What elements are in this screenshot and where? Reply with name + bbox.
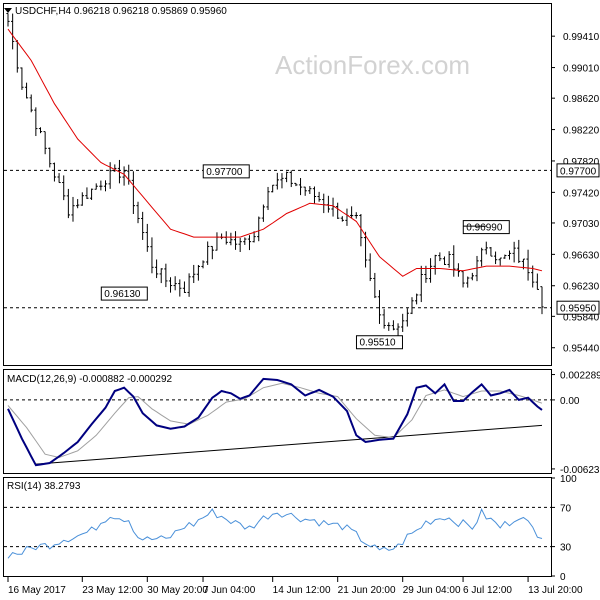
rsi-tick-label: 30	[560, 543, 572, 554]
time-tick-label: 30 May 20:00	[147, 585, 208, 596]
macd-panel-frame	[3, 369, 552, 474]
price-tick-label: 0.95840	[563, 312, 600, 323]
time-axis: 16 May 2017 23 May 12:00 30 May 20:007 Jun…	[7, 577, 583, 596]
price-candles	[6, 13, 544, 337]
price-guides	[4, 169, 551, 309]
price-tick-label: 0.99410	[563, 32, 600, 43]
price-tag-box	[556, 300, 600, 315]
price-tick-label: 0.97030	[563, 219, 600, 230]
annotation-text: 0.96990	[466, 223, 503, 234]
annotation-text: 0.96130	[104, 289, 141, 300]
price-tag-box	[556, 163, 600, 178]
annotation-text: 0.95510	[359, 338, 396, 349]
time-tick-label: 13 Jul 20:00	[528, 585, 583, 596]
time-tick-label: 7 Jun 04:00	[203, 585, 256, 596]
rsi-header: RSI(14) 38.2793	[7, 481, 81, 492]
macd-tick-label: 0.00	[560, 396, 580, 407]
time-tick-label: 21 Jun 20:00	[338, 585, 396, 596]
price-annotation-label: 0.97700	[202, 164, 250, 179]
price-tick-label: 0.96230	[563, 282, 600, 293]
price-tick-label: 0.97820	[563, 157, 600, 168]
rsi-tick-label: 70	[560, 503, 572, 514]
time-tick-label: 23 May 12:00	[82, 585, 143, 596]
annotation-box	[355, 335, 403, 350]
price-annotation-label: 0.95510	[355, 335, 403, 350]
rsi-axis: 100 70 30 0	[551, 474, 577, 583]
time-tick-label: 29 Jun 04:00	[403, 585, 461, 596]
price-tag-text: 0.95950	[560, 304, 597, 315]
macd-tick-label: 0.002289	[560, 371, 600, 382]
price-tick-label: 0.99010	[563, 64, 600, 75]
macd-trendline	[35, 424, 543, 465]
time-tick-label: 14 Jun 12:00	[273, 585, 331, 596]
time-tick-label: 16 May 2017	[8, 585, 66, 596]
price-level-tag: 0.95950	[556, 300, 600, 315]
rsi-tick-label: 0	[560, 572, 566, 583]
price-tick-label: 0.96630	[563, 250, 600, 261]
macd-signal-line	[7, 382, 543, 459]
time-tick-label: 6 Jul 12:00	[463, 585, 512, 596]
price-tick-label: 0.98220	[563, 126, 600, 137]
rsi-line	[7, 508, 543, 559]
price-level-tag: 0.97700	[556, 163, 600, 178]
price-header: USDCHF,H4 0.96218 0.96218 0.95869 0.9596…	[15, 6, 227, 17]
rsi-indicator	[4, 506, 551, 559]
rsi-panel-frame	[3, 477, 552, 577]
annotation-box	[100, 286, 148, 301]
annotation-box	[202, 164, 250, 179]
moving-average-line	[7, 28, 543, 277]
price-axis: 0.99410 0.99010 0.98620 0.98220 0.97820 0.974…	[551, 32, 600, 355]
annotation-text: 0.97700	[206, 167, 243, 178]
price-tag-text: 0.97700	[560, 166, 597, 177]
price-tick-label: 0.97420	[563, 188, 600, 199]
watermark-text: ActionForex.com	[275, 50, 470, 80]
price-annotation-label: 0.96130	[100, 286, 148, 301]
rsi-tick-label: 100	[560, 474, 577, 485]
macd-indicator	[4, 377, 551, 467]
price-tick-label: 0.98620	[563, 94, 600, 105]
macd-main-line	[7, 377, 543, 467]
moving-average	[7, 28, 543, 277]
price-tick-label: 0.95440	[563, 344, 600, 355]
macd-header: MACD(12,26,9) -0.000882 -0.000292	[7, 374, 173, 385]
price-annotations: 0.97700 0.96130 0.95510 0.96990	[100, 164, 510, 350]
chart-menu-arrow-icon[interactable]	[4, 8, 12, 13]
price-annotation-label: 0.96990	[462, 220, 510, 235]
annotation-box	[462, 220, 510, 235]
